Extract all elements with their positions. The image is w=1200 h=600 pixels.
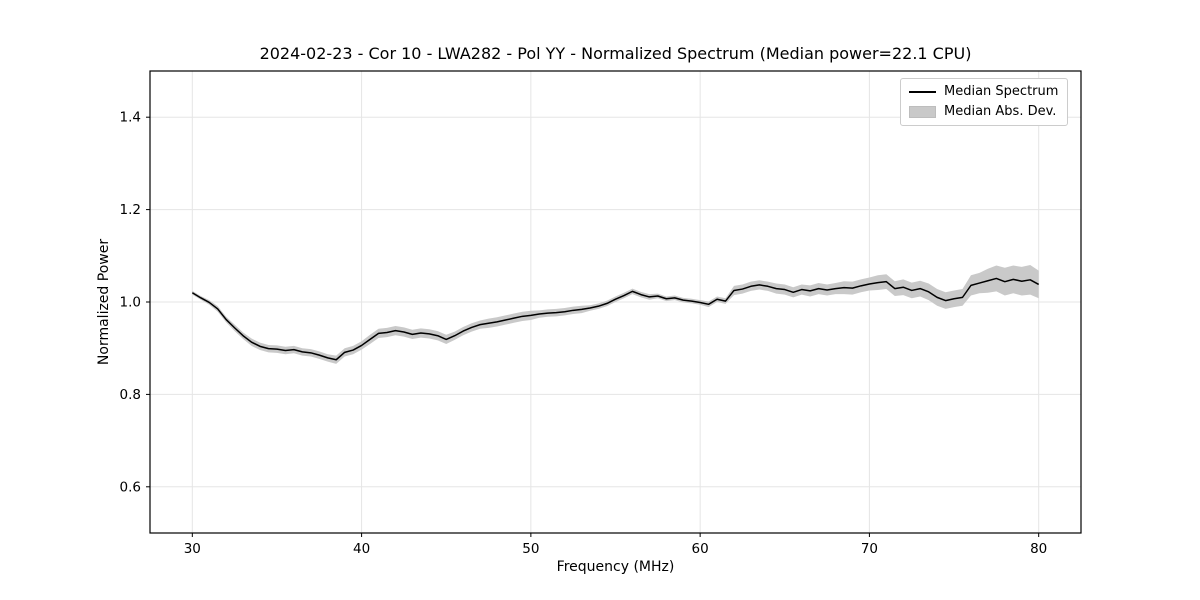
x-axis-label: Frequency (MHz) — [556, 559, 675, 575]
legend: Median Spectrum Median Abs. Dev. — [900, 78, 1069, 126]
x-tick-label: 60 — [692, 541, 709, 557]
median-spectrum-line — [191, 277, 1040, 361]
plot-frame — [149, 70, 1082, 534]
y-tick-label: 0.6 — [120, 479, 141, 495]
legend-label-median-spectrum: Median Spectrum — [944, 84, 1059, 99]
x-tick-label: 30 — [184, 541, 201, 557]
mad-band — [192, 265, 1039, 364]
line-swatch-icon — [909, 91, 936, 93]
tick-labels: 30 40 50 60 70 80 0.6 0.8 1.0 1.2 1.4 — [120, 110, 1048, 557]
legend-item-median-spectrum: Median Spectrum — [909, 84, 1058, 100]
y-tick-label: 1.0 — [120, 295, 141, 311]
x-tick-label: 50 — [522, 541, 539, 557]
x-tick-label: 80 — [1030, 541, 1047, 557]
y-tick-label: 1.4 — [120, 110, 141, 126]
axis-ticks — [146, 116, 1040, 537]
legend-label-mad: Median Abs. Dev. — [944, 104, 1057, 119]
chart-title: 2024-02-23 - Cor 10 - LWA282 - Pol YY - … — [259, 44, 972, 63]
patch-swatch-icon — [909, 106, 936, 118]
y-tick-label: 0.8 — [120, 387, 141, 403]
legend-item-mad: Median Abs. Dev. — [909, 104, 1058, 120]
x-tick-label: 40 — [353, 541, 370, 557]
gridlines — [150, 71, 1081, 533]
y-tick-label: 1.2 — [120, 202, 141, 218]
x-tick-label: 70 — [861, 541, 878, 557]
